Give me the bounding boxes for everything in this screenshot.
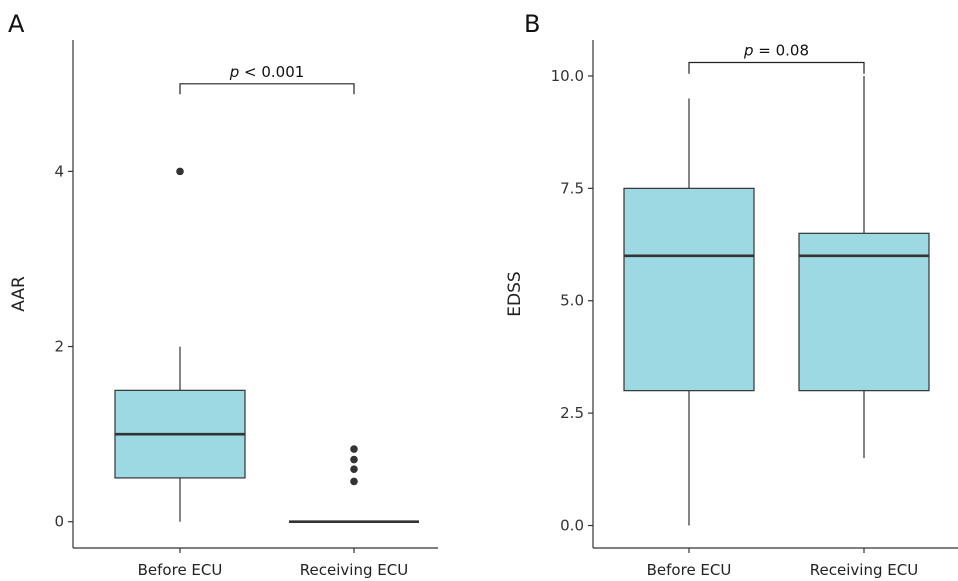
y-tick-label: 0 [54,513,64,531]
outlier-point [350,477,358,486]
y-tick-label: 0.0 [560,517,584,535]
significance-bracket [179,83,355,95]
interquartile-box [623,187,755,392]
y-tick-label: 2.5 [560,404,584,422]
box-receiving-ecu [798,75,930,459]
box-receiving-ecu [289,445,419,524]
interquartile-box [798,232,930,392]
x-tick-label: Receiving ECU [810,561,918,579]
outlier-point [176,167,184,176]
outlier-point [350,465,358,473]
y-tick-label: 5.0 [560,292,584,310]
p-value-label: p = 0.08 [743,41,809,59]
panel-letter: A [8,10,25,38]
y-tick-label: 2 [54,338,64,356]
x-tick-label: Before ECU [138,561,223,579]
y-tick-label: 4 [54,162,64,180]
box-before-ecu [114,167,246,522]
outlier-point [350,445,358,453]
y-axis-label: EDSS [505,271,525,316]
y-axis-label: AAR [9,276,29,312]
panel-a: A AAR 0 2 4 Before ECU Receiving ECU p < 0.001 [8,10,438,579]
y-tick-label: 7.5 [560,179,584,197]
outlier-point [350,455,358,464]
x-tick-label: Receiving ECU [300,561,408,579]
significance-bracket [688,61,865,74]
panel-letter: B [524,10,540,38]
y-tick-label: 10.0 [551,67,584,85]
panel-b: B EDSS 0.0 2.5 5.0 7.5 10.0 Before ECU Receiving… [505,10,958,579]
p-value-label: p < 0.001 [229,63,305,81]
box-before-ecu [623,98,755,526]
x-tick-label: Before ECU [647,561,732,579]
